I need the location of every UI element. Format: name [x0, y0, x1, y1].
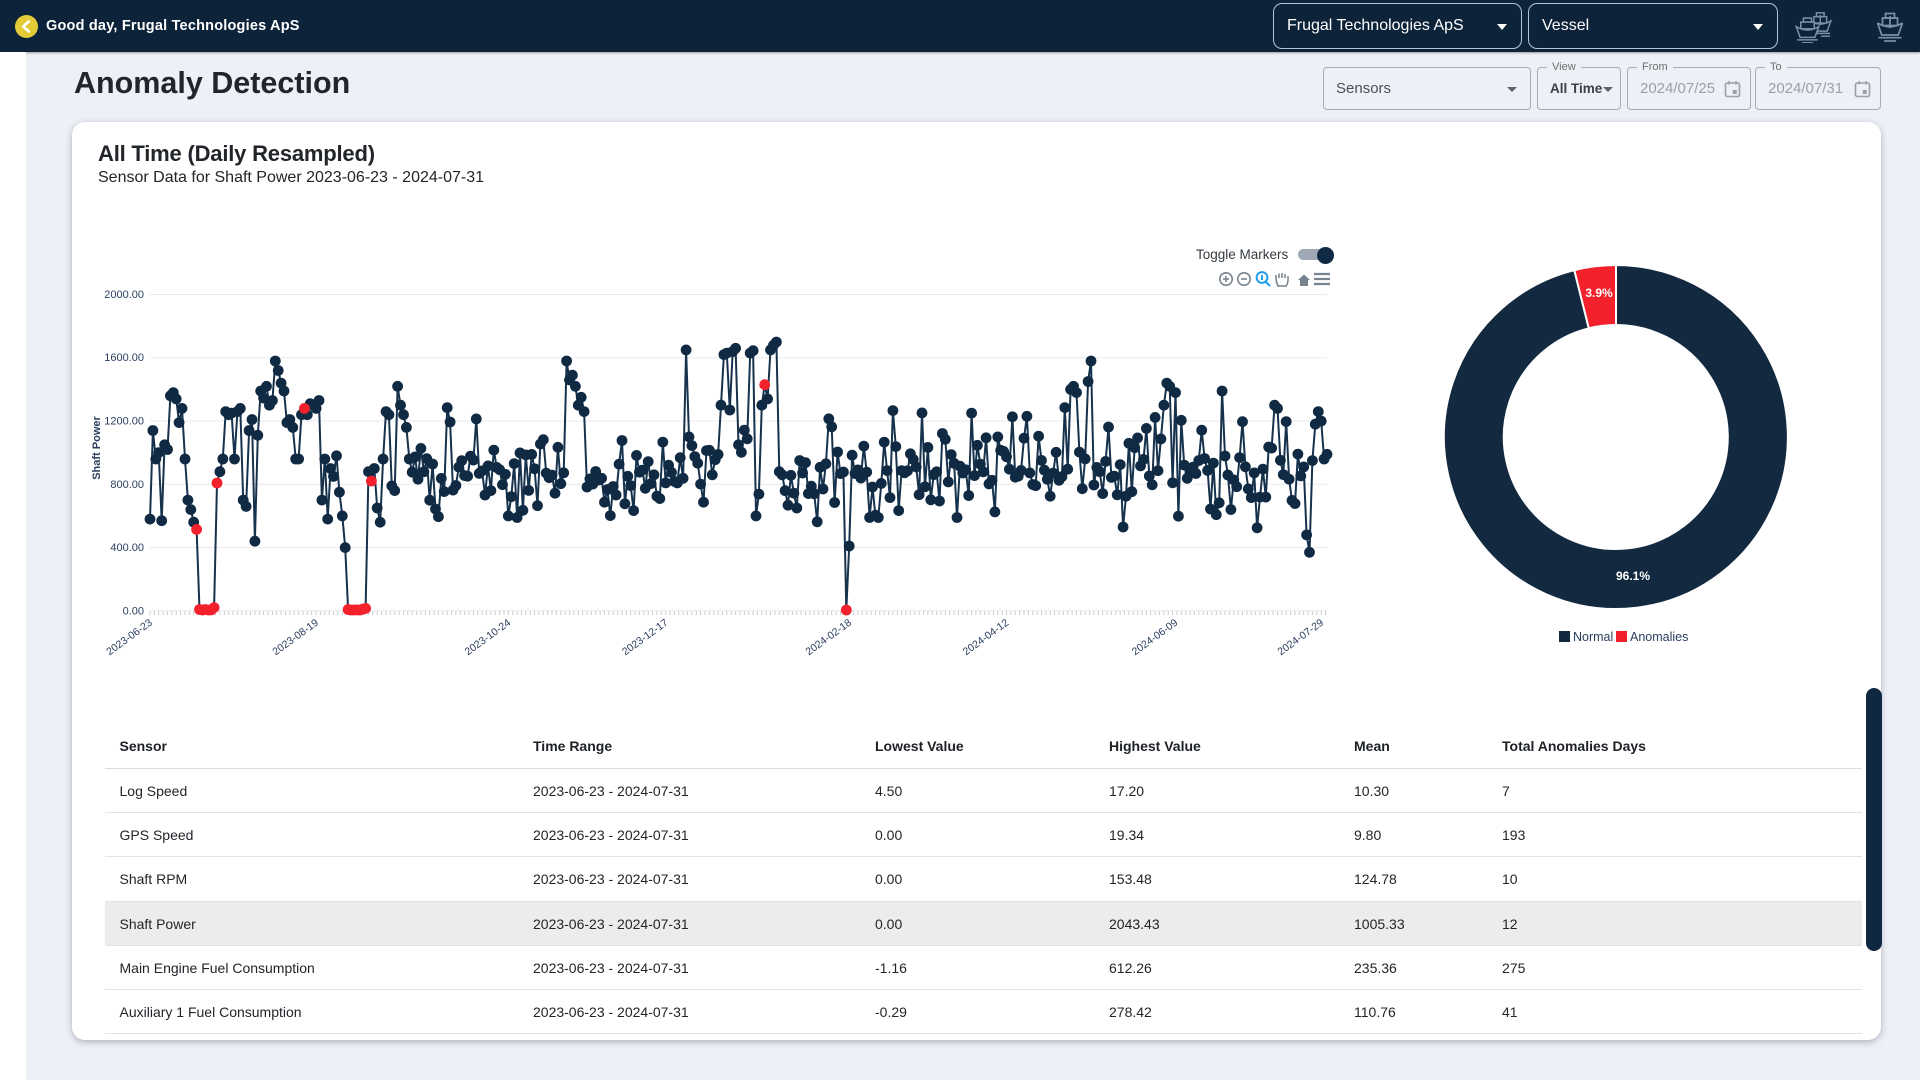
svg-text:400.00: 400.00: [110, 542, 144, 554]
svg-text:Shaft Power: Shaft Power: [91, 416, 103, 480]
svg-text:2000.00: 2000.00: [104, 289, 144, 301]
svg-text:2023-10-24: 2023-10-24: [463, 617, 514, 658]
svg-text:2023-12-17: 2023-12-17: [620, 617, 671, 658]
svg-text:800.00: 800.00: [110, 479, 144, 491]
svg-text:2024-04-12: 2024-04-12: [961, 617, 1012, 658]
svg-text:Normal: Normal: [1573, 630, 1613, 644]
svg-text:96.1%: 96.1%: [1616, 569, 1650, 583]
svg-text:0.00: 0.00: [123, 605, 144, 617]
svg-text:1200.00: 1200.00: [104, 416, 144, 428]
svg-text:1600.00: 1600.00: [104, 352, 144, 364]
svg-text:2023-08-19: 2023-08-19: [270, 617, 321, 658]
svg-text:2024-02-18: 2024-02-18: [803, 617, 854, 658]
svg-text:Anomalies: Anomalies: [1630, 630, 1688, 644]
svg-text:3.9%: 3.9%: [1585, 286, 1613, 300]
svg-text:2023-06-23: 2023-06-23: [104, 617, 155, 658]
svg-text:2024-06-09: 2024-06-09: [1130, 617, 1181, 658]
svg-text:2024-07-29: 2024-07-29: [1275, 617, 1326, 658]
